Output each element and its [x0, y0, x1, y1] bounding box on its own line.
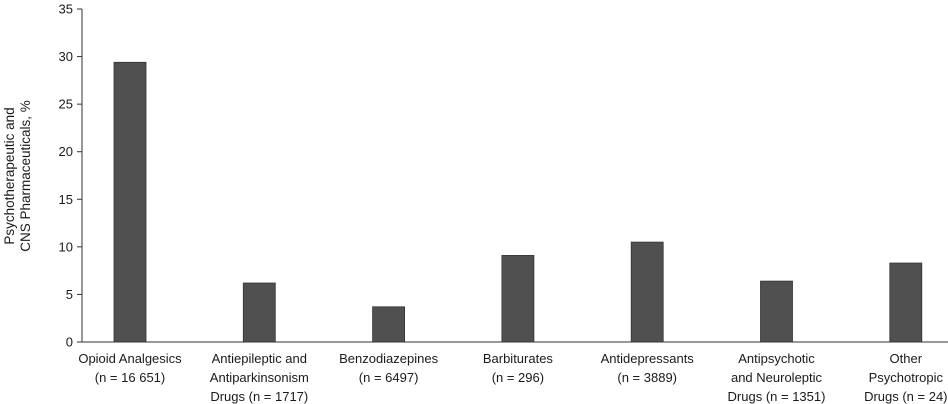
- category-label: (n = 296): [492, 370, 544, 385]
- category-label: Antipsychotic: [738, 351, 815, 366]
- y-tick-label: 10: [59, 239, 73, 254]
- category-label: Antiepileptic and: [212, 351, 307, 366]
- bar: [630, 241, 664, 343]
- y-axis-label: Psychotherapeutic and CNS Pharmaceuticals…: [2, 100, 33, 252]
- y-tick-label: 25: [59, 97, 73, 112]
- y-axis: 0 5 10 15 20 25 30 35: [59, 2, 83, 350]
- category-label: Drugs (n = 24): [864, 389, 947, 404]
- y-tick-label: 30: [59, 49, 73, 64]
- category-label: Barbiturates: [483, 351, 554, 366]
- y-tick-label: 5: [66, 287, 73, 302]
- y-axis-label-line: Psychotherapeutic and: [2, 107, 17, 244]
- bar: [372, 306, 406, 343]
- category-labels: Opioid Analgesics (n = 16 651) Antiepilept…: [78, 351, 947, 404]
- y-tick-label: 35: [59, 2, 73, 17]
- category-label: Other: [890, 351, 923, 366]
- bar: [242, 282, 276, 343]
- y-tick-label: 0: [66, 335, 73, 350]
- y-tick-label: 20: [59, 144, 73, 159]
- bar: [113, 61, 147, 343]
- bar: [889, 262, 923, 343]
- category-label: Antidepressants: [601, 351, 695, 366]
- category-label: Benzodiazepines: [339, 351, 439, 366]
- y-axis-label-line: CNS Pharmaceuticals, %: [18, 100, 33, 252]
- bar: [760, 280, 793, 343]
- category-label: (n = 6497): [359, 370, 419, 385]
- category-label: Antiparkinsonism: [210, 370, 309, 385]
- category-label: Drugs (n = 1717): [210, 389, 308, 404]
- category-label: (n = 3889): [617, 370, 677, 385]
- bar: [501, 255, 535, 343]
- category-label: and Neuroleptic: [731, 370, 823, 385]
- category-label: Psychotropic: [869, 370, 944, 385]
- category-label: Drugs (n = 1351): [728, 389, 826, 404]
- y-tick-label: 15: [59, 192, 73, 207]
- category-label: Opioid Analgesics: [78, 351, 182, 366]
- category-label: (n = 16 651): [95, 370, 165, 385]
- bars: [113, 61, 923, 343]
